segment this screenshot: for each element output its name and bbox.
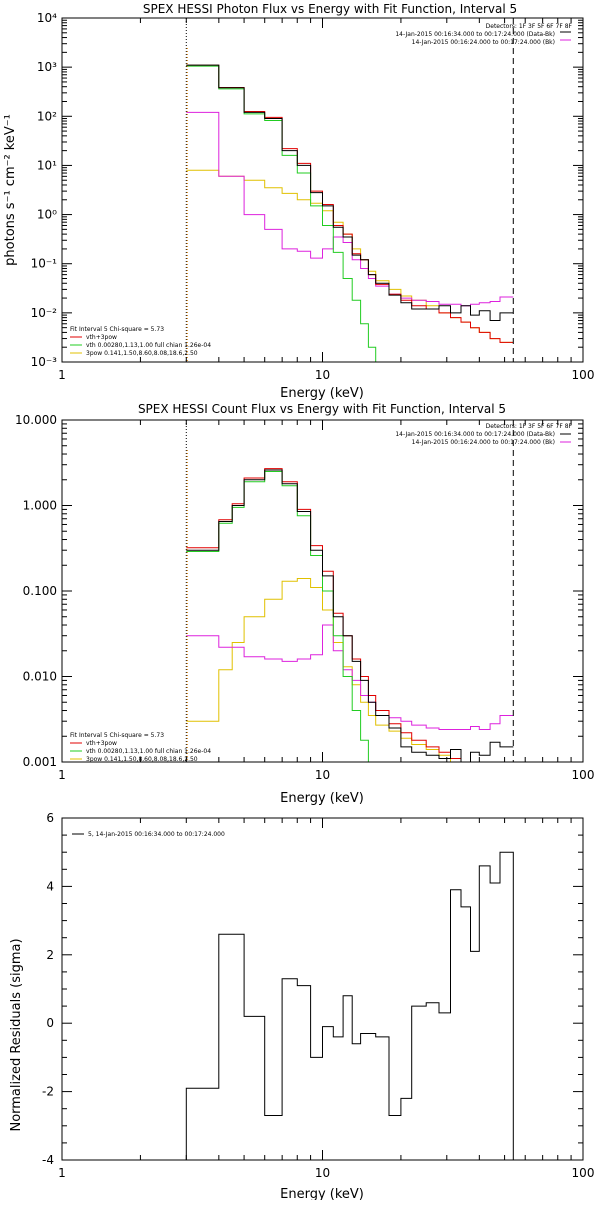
count-flux-series-1 <box>186 468 471 762</box>
residuals-ytick-label: -2 <box>42 1085 54 1099</box>
count-flux-xtick-label: 1 <box>58 768 66 782</box>
photon-flux-legend-top-0: 14-Jan-2015 00:16:34.000 to 00:17:24.000… <box>395 31 555 38</box>
residuals-panel: Energy (keV) Normalized Residuals (sigma… <box>9 811 595 1202</box>
count-flux-legend-header: Fit Interval 5 Chi-square = 5.73 <box>70 732 164 739</box>
count-flux-series-2 <box>186 471 369 762</box>
photon-flux-ytick-label: 10⁰ <box>37 208 57 222</box>
photon-flux-series-group <box>186 64 514 362</box>
photon-flux-xtick-label: 1 <box>58 368 66 382</box>
photon-flux-ytick-label: 10⁻² <box>31 306 58 320</box>
residuals-series-0 <box>185 851 514 1160</box>
residuals-legend-0: 5, 14-Jan-2015 00:16:34.000 to 00:17:24.… <box>88 831 225 838</box>
photon-flux-series-2 <box>186 65 377 362</box>
photon-flux-series-1 <box>186 64 514 343</box>
count-flux-legend-top-0: 14-Jan-2015 00:16:34.000 to 00:17:24.000… <box>395 431 555 438</box>
count-flux-ytick-label: 0.010 <box>23 670 57 684</box>
photon-flux-xtick-label: 10 <box>315 368 330 382</box>
residuals-series-group <box>185 851 514 1160</box>
residuals-ytick-label: 4 <box>46 879 54 893</box>
photon-flux-ytick-label: 10⁴ <box>37 11 57 25</box>
residuals-ylabel: Normalized Residuals (sigma) <box>9 938 24 1131</box>
photon-flux-xtick-label: 100 <box>572 368 595 382</box>
residuals-frame <box>61 817 584 1161</box>
count-flux-series-3 <box>186 578 462 762</box>
residuals-ytick-label: 0 <box>46 1016 54 1030</box>
photon-flux-series-0 <box>186 64 514 321</box>
residuals-xlabel: Energy (keV) <box>280 1187 364 1200</box>
photon-flux-ytick-label: 10⁻³ <box>31 355 58 369</box>
photon-flux-ytick-label: 10¹ <box>37 158 57 172</box>
photon-flux-series-3 <box>186 169 514 343</box>
photon-flux-detectors: Detectors: 1F 3F 5F 6F 7F 8F <box>486 23 573 30</box>
count-flux-legend-top-1: 14-Jan-2015 00:16:24.000 to 00:17:24.000… <box>412 439 555 446</box>
photon-flux-ytick-label: 10⁻¹ <box>31 257 58 271</box>
residuals-ytick-label: -4 <box>42 1153 54 1167</box>
count-flux-xtick-label: 100 <box>572 768 595 782</box>
photon-flux-title: SPEX HESSI Photon Flux vs Energy with Fi… <box>143 2 517 16</box>
count-flux-ytick-label: 10.000 <box>15 413 57 427</box>
photon-flux-legend-bottom-1: vth 0.00280,1.13,1.00 full chian 1.26e-0… <box>86 342 211 349</box>
residuals-xtick-label: 10 <box>315 1166 330 1180</box>
count-flux-legend-bottom-2: 3pow 0.141,1.50,8.60,8.08,18.6,2.50 <box>86 756 198 763</box>
count-flux-ytick-label: 0.100 <box>23 584 57 598</box>
photon-flux-legend-top-1: 14-Jan-2015 00:16:24.000 to 00:17:24.000… <box>412 39 555 46</box>
count-flux-xlabel: Energy (keV) <box>280 791 364 806</box>
count-flux-series-group <box>186 468 514 762</box>
count-flux-series-4 <box>186 624 514 730</box>
residuals-xtick-label: 100 <box>572 1166 595 1180</box>
count-flux-series-0 <box>186 469 514 762</box>
photon-flux-ylabel: photons s⁻¹ cm⁻² keV⁻¹ <box>3 114 18 266</box>
count-flux-legend-bottom-0: vth+3pow <box>86 740 117 747</box>
photon-flux-legend-bottom-0: vth+3pow <box>86 334 117 341</box>
photon-flux-frame <box>61 17 584 363</box>
count-flux-legend-bottom-1: vth 0.00280,1.13,1.00 full chian 1.26e-0… <box>86 748 211 755</box>
count-flux-panel: SPEX HESSI Count Flux vs Energy with Fit… <box>15 402 594 806</box>
count-flux-ytick-label: 1.000 <box>23 499 57 513</box>
photon-flux-series-4 <box>186 111 514 307</box>
count-flux-detectors: Detectors: 1F 3F 5F 6F 7F 8F <box>486 423 573 430</box>
residuals-ytick-label: 6 <box>46 811 54 825</box>
residuals-ytick-label: 2 <box>46 948 54 962</box>
residuals-xtick-label: 1 <box>58 1166 66 1180</box>
photon-flux-ytick-label: 10³ <box>37 60 57 74</box>
photon-flux-legend-header: Fit Interval 5 Chi-square = 5.73 <box>70 326 164 333</box>
count-flux-xtick-label: 10 <box>315 768 330 782</box>
photon-flux-panel: SPEX HESSI Photon Flux vs Energy with Fi… <box>3 2 594 401</box>
count-flux-title: SPEX HESSI Count Flux vs Energy with Fit… <box>138 402 506 416</box>
photon-flux-ytick-label: 10² <box>37 109 57 123</box>
count-flux-ytick-label: 0.001 <box>23 755 57 769</box>
photon-flux-xlabel: Energy (keV) <box>280 386 364 401</box>
photon-flux-legend-bottom-2: 3pow 0.141,1.50,8.60,8.08,18.6,2.50 <box>86 350 198 357</box>
